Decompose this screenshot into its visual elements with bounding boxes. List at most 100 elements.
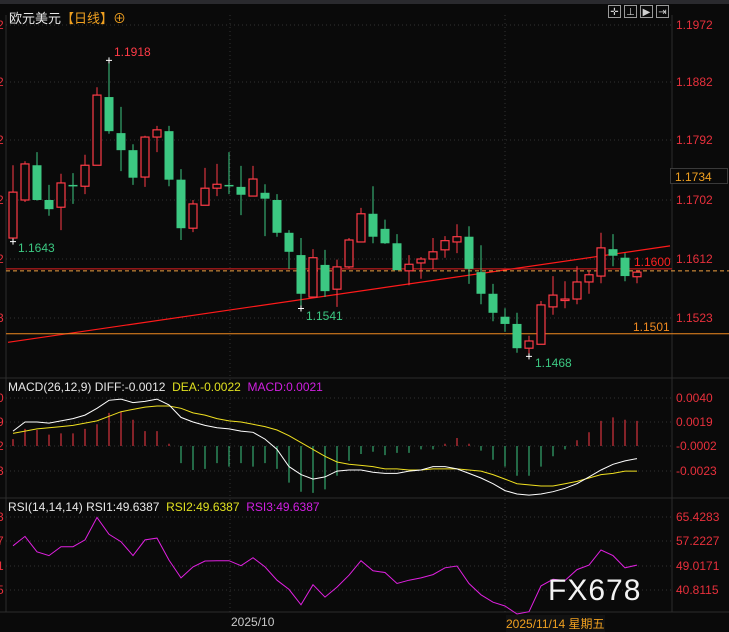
left-axis-fragment: 2: [0, 252, 4, 266]
candle-up: [80, 164, 90, 187]
macd-axis-label: 0.0019: [676, 415, 713, 429]
candle-down: [284, 232, 294, 252]
low-marker: [526, 353, 532, 360]
candle-down: [464, 236, 474, 269]
crosshair-date-label: 2025/11/14 星期五: [506, 615, 605, 632]
low-marker: [298, 305, 304, 312]
low-label: 1.1643: [18, 241, 55, 255]
candle-up: [548, 294, 558, 308]
candle-down: [44, 200, 54, 210]
candle-up: [8, 191, 18, 239]
price-axis-label: 1.1523: [676, 311, 713, 325]
candle-up: [452, 236, 462, 243]
left-axis-fragment: 2: [0, 193, 4, 207]
dea-line: [12, 405, 637, 487]
macd-axis-label: 0.0040: [676, 391, 713, 405]
candle-down: [512, 323, 522, 349]
candle-up: [20, 163, 30, 201]
candle-down: [368, 213, 378, 237]
low-marker: [10, 238, 16, 245]
high-marker: [106, 57, 112, 64]
rsi-axis-label: 57.2227: [676, 534, 720, 548]
high-label: 1.1918: [114, 45, 151, 59]
candle-up: [584, 274, 594, 283]
candle-down: [296, 255, 306, 294]
left-axis-fragment: 2: [0, 133, 4, 147]
candle-up: [632, 271, 642, 278]
candle-up: [200, 187, 210, 206]
price-axis-label: 1.1612: [676, 252, 713, 266]
rsi-legend: RSI(14,14,14) RSI1:49.6387 RSI2:49.6387 …: [8, 500, 320, 514]
candle-up: [140, 136, 150, 178]
plus-circle-icon[interactable]: ⊕: [113, 11, 127, 26]
candle-down: [128, 150, 138, 178]
candle-down: [116, 133, 126, 151]
candle-up: [188, 203, 198, 229]
price-axis-label: 1.1702: [676, 193, 713, 207]
left-axis-fragment: 3: [0, 464, 4, 478]
candle-down: [260, 192, 270, 199]
candle-up: [356, 213, 366, 243]
candle-down: [272, 200, 282, 233]
date-label: 2025/10: [231, 615, 275, 629]
candle-up: [536, 304, 546, 345]
candle-down: [320, 264, 330, 292]
move-right-icon[interactable]: ⇥: [656, 5, 669, 18]
macd-diff-value: DIFF:-0.0012: [94, 380, 166, 394]
candle-up: [56, 182, 66, 208]
candle-down: [164, 131, 174, 180]
candle-up: [560, 298, 570, 302]
rsi1-value: RSI1:49.6387: [86, 500, 160, 514]
macd-title: MACD(26,12,9): [8, 380, 92, 394]
candle-down: [620, 257, 630, 277]
candle-down: [488, 293, 498, 313]
candle-up: [212, 183, 222, 189]
macd-dea-value: DEA:-0.0022: [172, 380, 241, 394]
candle-down: [500, 316, 510, 324]
rsi3-value: RSI3:49.6387: [246, 500, 320, 514]
watermark-logo: FX678: [548, 574, 642, 607]
candle-up: [524, 340, 534, 349]
price-axis-label: 1.1882: [676, 75, 713, 89]
candle-down: [176, 179, 186, 229]
rsi-axis-label: 49.0171: [676, 559, 720, 573]
left-axis-fragment: 7: [0, 534, 4, 548]
trendline: [7, 245, 671, 343]
left-axis-fragment: 2: [0, 75, 4, 89]
left-axis-fragment: 9: [0, 415, 4, 429]
candle-up: [440, 240, 450, 251]
rsi-axis-label: 40.8115: [676, 583, 719, 597]
macd-legend: MACD(26,12,9) DIFF:-0.0012 DEA:-0.0022 M…: [8, 380, 323, 394]
candle-up: [344, 239, 354, 268]
candle-up: [152, 129, 162, 138]
low-label: 1.1541: [306, 309, 343, 323]
left-axis-fragment: 0: [0, 391, 4, 405]
rsi2-value: RSI2:49.6387: [166, 500, 240, 514]
candle-down: [104, 97, 114, 132]
range-icon[interactable]: ⊥: [624, 5, 637, 18]
candle-up: [572, 281, 582, 300]
candle-up: [308, 257, 318, 298]
candle-up: [248, 178, 258, 197]
candle-down: [224, 184, 234, 187]
timeframe-selector[interactable]: 【日线】: [61, 11, 114, 26]
candle-up: [596, 247, 606, 277]
diff-line: [12, 398, 638, 496]
candle-up: [416, 258, 426, 264]
level-label-red: 1.1600: [634, 255, 671, 269]
left-axis-fragment: 1: [0, 559, 4, 573]
candle-down: [32, 165, 42, 200]
macd-axis-label: -0.0002: [676, 439, 717, 453]
candle-down: [236, 186, 246, 195]
rsi-axis-label: 65.4283: [676, 510, 720, 524]
candle-up: [332, 266, 342, 290]
level-label-orange: 1.1501: [633, 320, 670, 334]
left-axis-fragment: 3: [0, 311, 4, 325]
price-axis-label: 1.1792: [676, 133, 713, 147]
candle-up: [404, 263, 414, 272]
left-axis-fragment: 3: [0, 510, 4, 524]
crosshair-icon[interactable]: ✛: [608, 5, 621, 18]
symbol-name: 欧元美元: [9, 11, 62, 26]
play-icon[interactable]: ▶: [640, 5, 653, 18]
